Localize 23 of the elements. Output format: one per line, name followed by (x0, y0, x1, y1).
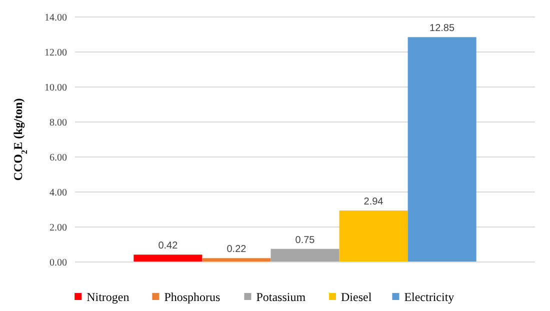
y-tick-label: 4.00 (50, 188, 67, 198)
data-label: 0.75 (295, 234, 316, 246)
data-label: 0.22 (226, 244, 247, 256)
bar (408, 37, 476, 262)
y-tick-label: 8.00 (50, 118, 67, 128)
bar (339, 210, 408, 262)
data-label: 12.85 (430, 23, 456, 34)
legend-label: Electricity (404, 290, 454, 304)
data-label: 0.42 (158, 240, 178, 252)
legend-label: Diesel (341, 290, 372, 304)
legend-label: Nitrogen (86, 290, 130, 304)
y-tick-label: 14.00 (44, 12, 67, 24)
legend-label: Potassium (256, 290, 306, 304)
y-tick-label: 6.00 (50, 152, 67, 164)
legend-label: Phosphorus (164, 290, 221, 304)
y-tick-label: 10.00 (44, 82, 67, 94)
y-tick-label: 2.00 (50, 222, 67, 234)
y-tick-label: 12.00 (44, 48, 67, 58)
bar (202, 258, 271, 262)
y-tick-label: 0.00 (50, 258, 67, 268)
bar (270, 248, 340, 262)
data-label: 2.94 (364, 196, 384, 208)
bar (134, 254, 202, 262)
